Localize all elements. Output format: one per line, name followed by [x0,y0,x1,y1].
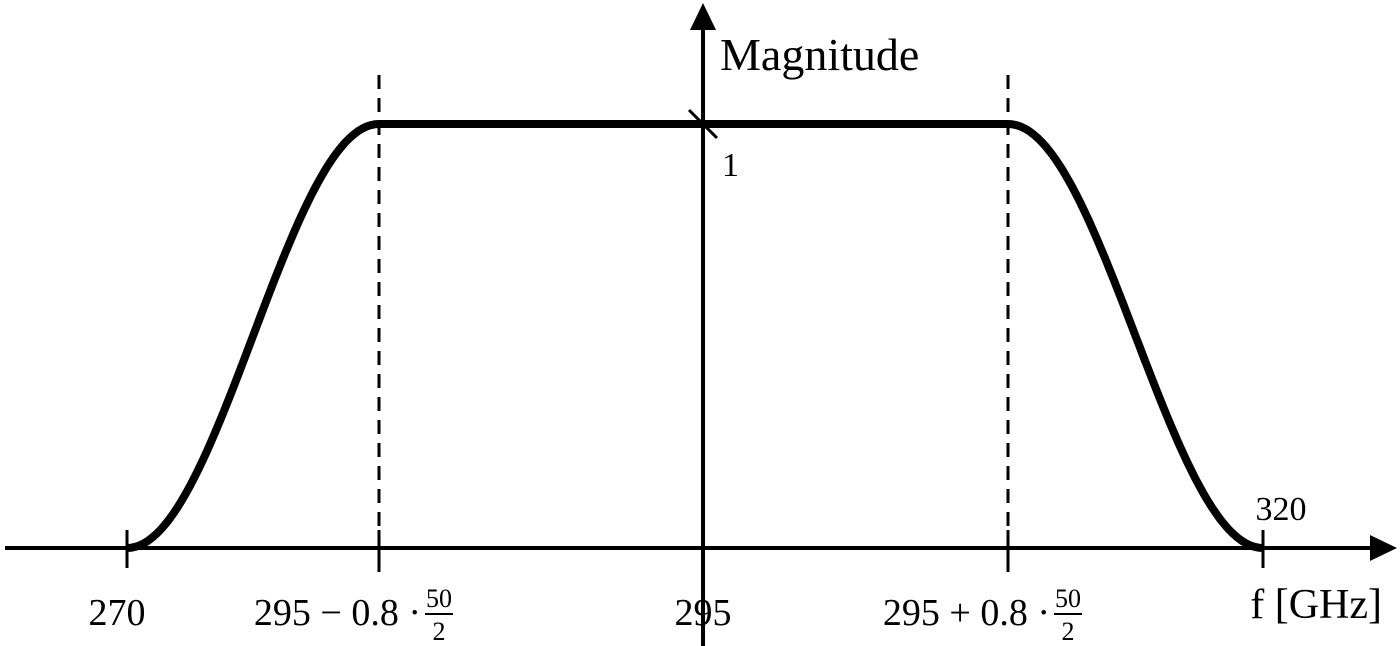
tick-label: 295 [675,592,732,634]
x-axis-label: f [GHz] [1250,582,1382,628]
tick-denominator: 2 [1062,617,1075,646]
tick-label: 320 [1256,491,1307,528]
filter-curve [126,120,1264,552]
y-axis-label: Magnitude [720,29,919,80]
tick-denominator: 2 [433,617,446,646]
x-arrow [1370,535,1397,561]
tick-numerator: 50 [426,584,452,613]
y-arrow [690,3,716,30]
level-label: 1 [722,147,739,184]
tick-label: 295 − 0.8 · [254,592,421,634]
tick-numerator: 50 [1055,584,1081,613]
tick-label: 295 + 0.8 · [883,592,1050,634]
tick-label: 270 [89,592,146,634]
